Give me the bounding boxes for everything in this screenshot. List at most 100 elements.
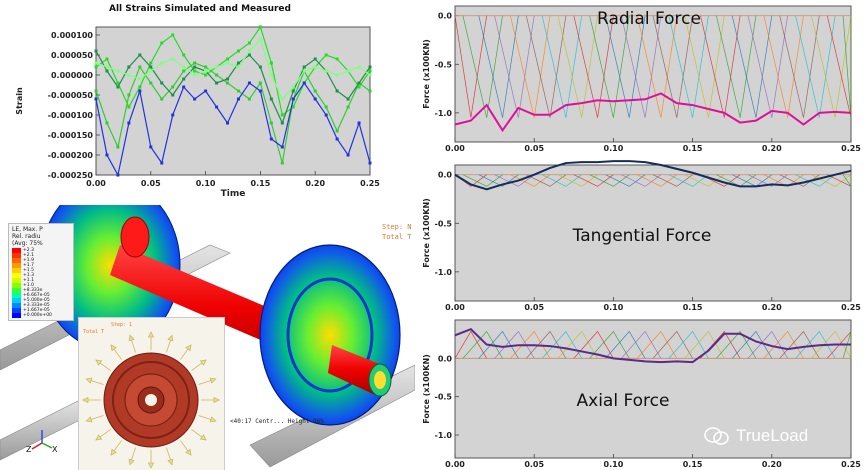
tangential-force-chart: 0.00 0.05 0.10 0.15 0.20 0.25 0.0 -0.5 -1.0 Force… bbox=[422, 160, 861, 312]
load-arrow-head bbox=[199, 359, 207, 366]
data-point bbox=[193, 61, 197, 65]
overlay-segment bbox=[636, 15, 678, 118]
data-point bbox=[280, 97, 284, 101]
load-arrow-head bbox=[147, 331, 155, 338]
data-point bbox=[247, 97, 251, 101]
overlay-segment bbox=[526, 174, 567, 187]
series-line bbox=[95, 50, 371, 125]
legend-value: +1.1 bbox=[23, 278, 34, 283]
series-line bbox=[454, 160, 852, 191]
triad-z-label: Z bbox=[26, 445, 32, 454]
series-line bbox=[95, 37, 371, 101]
load-arrow-head bbox=[85, 416, 93, 423]
plot-area bbox=[95, 26, 371, 176]
overlay-segment bbox=[541, 330, 583, 359]
data-point bbox=[215, 81, 219, 85]
legend-value: +1.667e-05 bbox=[23, 308, 50, 313]
load-arrow-head bbox=[167, 334, 174, 342]
data-point bbox=[258, 65, 262, 69]
data-point bbox=[226, 81, 230, 85]
load-arrow-head bbox=[209, 416, 217, 423]
x-tick-label: 0.25 bbox=[841, 460, 861, 469]
overlay-segment bbox=[652, 174, 693, 187]
data-point bbox=[269, 61, 273, 65]
data-point bbox=[280, 121, 284, 125]
overlay-segment bbox=[589, 330, 630, 359]
watermark-text: TrueLoad bbox=[736, 426, 809, 445]
data-point bbox=[258, 37, 262, 41]
overlay-segment bbox=[462, 330, 503, 359]
series-line bbox=[454, 328, 851, 364]
triad-x-label: X bbox=[52, 445, 58, 454]
data-point bbox=[182, 65, 186, 69]
data-point bbox=[247, 49, 251, 53]
legend-row: +0.000e+00 bbox=[12, 313, 52, 318]
load-arrow-head bbox=[167, 458, 174, 466]
load-arrow-head bbox=[213, 396, 220, 404]
data-point bbox=[258, 81, 262, 85]
data-point bbox=[346, 105, 350, 109]
x-tick-label: 0.00 bbox=[445, 460, 465, 469]
overlay-segment bbox=[747, 330, 788, 359]
legend-value: +1.5 bbox=[23, 268, 34, 273]
chart-title: Axial Force bbox=[577, 391, 670, 411]
legend-value: +3.333e-05 bbox=[23, 303, 50, 308]
data-point bbox=[368, 65, 372, 69]
data-point bbox=[215, 65, 219, 69]
data-point bbox=[291, 85, 295, 89]
data-point bbox=[346, 97, 350, 101]
x-tick-label: 0.10 bbox=[604, 144, 624, 153]
data-point bbox=[182, 85, 186, 89]
overlay-segment bbox=[795, 174, 836, 187]
overlay-segment bbox=[668, 15, 709, 118]
x-tick-label: 0.20 bbox=[762, 460, 782, 469]
x-tick-label: 0.00 bbox=[445, 144, 465, 153]
legend-row: +2.1 bbox=[12, 253, 52, 258]
data-point bbox=[324, 53, 328, 57]
data-point bbox=[105, 69, 109, 73]
overlay-segment bbox=[795, 330, 836, 359]
data-point bbox=[127, 65, 131, 69]
legend-row: +1.9 bbox=[12, 258, 52, 263]
data-point bbox=[138, 65, 142, 69]
legend-row: +1.0 bbox=[12, 283, 52, 288]
legend-swatch bbox=[12, 278, 21, 283]
data-point bbox=[313, 57, 317, 61]
legend-value: +1.0 bbox=[23, 283, 34, 288]
data-point bbox=[357, 85, 361, 89]
legend-swatches: +2.3 +2.1 +1.9 +1.7 +1.5 +1.3 +1.1 +1.0 +8.333e +… bbox=[12, 248, 52, 318]
y-tick-label: -0.000250 bbox=[48, 171, 94, 180]
data-point bbox=[204, 89, 208, 93]
x-tick-labels: 0.00 0.05 0.10 0.15 0.20 0.25 bbox=[445, 460, 861, 469]
y-tick-label: -0.000100 bbox=[48, 111, 94, 120]
chat-bubble-icon bbox=[704, 427, 729, 445]
overlay-segment bbox=[779, 174, 820, 187]
chart-title: Radial Force bbox=[597, 9, 701, 29]
data-point bbox=[171, 85, 175, 89]
data-point bbox=[236, 61, 240, 65]
y-tick-label: -1.0 bbox=[435, 109, 453, 118]
load-inset: Step: 1 Total T bbox=[78, 317, 225, 470]
data-point bbox=[116, 81, 120, 85]
data-point bbox=[313, 65, 317, 69]
x-tick-label: 0.05 bbox=[141, 179, 161, 188]
y-tick-label: -1.0 bbox=[435, 431, 453, 440]
legend-subtitle: Rel. radiu bbox=[12, 233, 41, 240]
x-tick-label: 0.20 bbox=[305, 179, 325, 188]
overlay-segment bbox=[454, 15, 488, 118]
x-tick-label: 0.10 bbox=[196, 179, 216, 188]
overlay-segment bbox=[652, 330, 693, 359]
overlay-segment bbox=[589, 174, 630, 187]
data-point bbox=[149, 65, 153, 69]
load-arrow-head bbox=[95, 359, 103, 366]
x-tick-label: 0.20 bbox=[762, 303, 782, 312]
legend-value: +1.3 bbox=[23, 273, 34, 278]
y-axis-label: Strain bbox=[15, 87, 24, 115]
data-point bbox=[335, 89, 339, 93]
legend-swatch bbox=[12, 308, 21, 313]
data-point bbox=[94, 49, 98, 53]
overlay-segment bbox=[842, 15, 852, 118]
data-point bbox=[236, 65, 240, 69]
data-point bbox=[247, 53, 251, 57]
inset-total-label: Total T bbox=[83, 329, 105, 335]
